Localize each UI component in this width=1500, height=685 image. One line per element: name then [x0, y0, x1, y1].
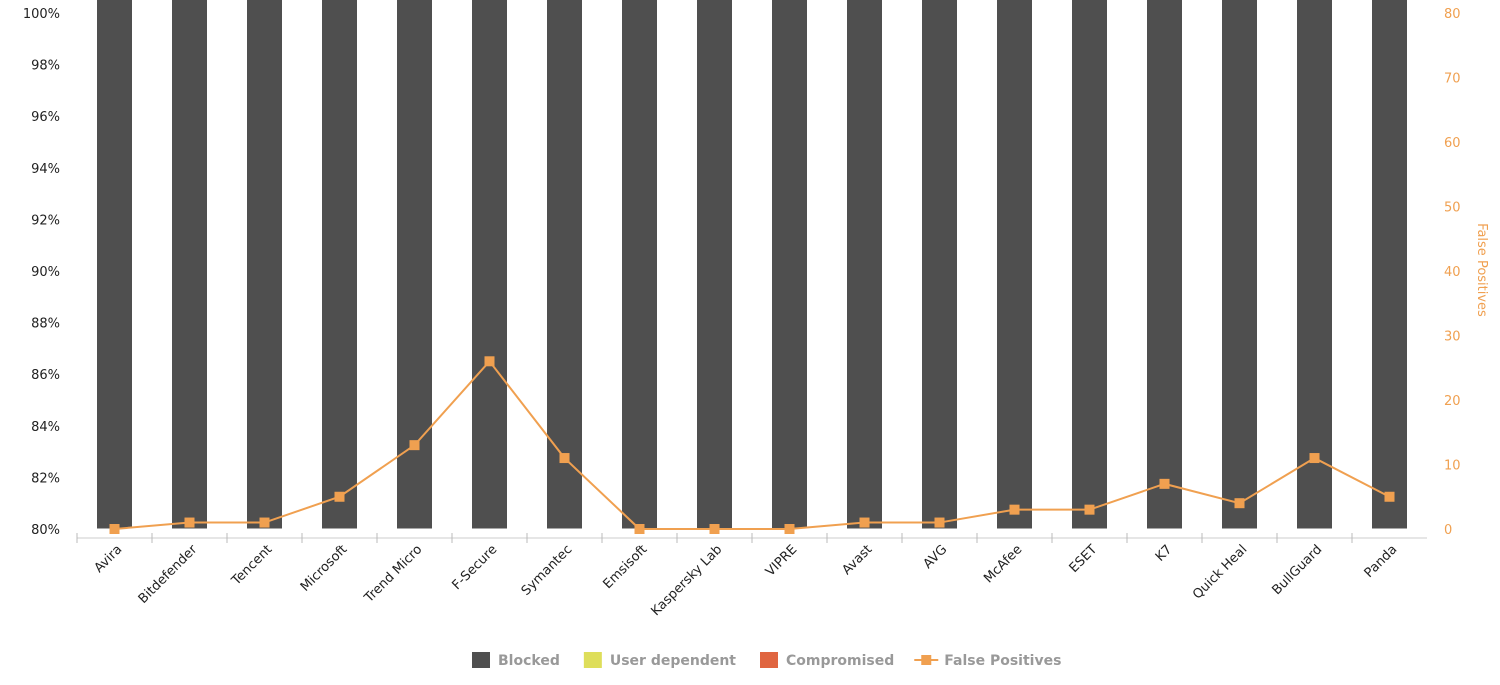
y-right-tick: 0 — [1444, 523, 1452, 538]
false-positive-point[interactable] — [334, 491, 345, 502]
x-tick-label: ESET — [1067, 542, 1101, 576]
bar-blocked[interactable] — [246, 0, 283, 530]
x-tick-label: McAfee — [981, 542, 1025, 586]
bar-blocked[interactable] — [696, 0, 733, 530]
false-positive-point[interactable] — [1009, 504, 1020, 515]
x-tick-label: K7 — [1153, 542, 1175, 564]
false-positive-point[interactable] — [859, 517, 870, 528]
x-tick-label: F-Secure — [450, 542, 501, 593]
false-positive-point[interactable] — [559, 453, 570, 464]
legend-item-user-dependent[interactable]: User dependent — [583, 652, 736, 669]
legend-item-compromised[interactable]: Compromised — [760, 652, 894, 669]
false-positive-point[interactable] — [184, 517, 195, 528]
x-tick-label: Microsoft — [298, 542, 350, 594]
false-positive-point[interactable] — [409, 440, 420, 451]
bar-blocked[interactable] — [996, 0, 1033, 530]
bar-blocked[interactable] — [96, 0, 133, 530]
x-tick-label: Emsisoft — [601, 542, 651, 592]
false-positive-point[interactable] — [109, 524, 120, 534]
y-left-tick: 92% — [31, 213, 60, 228]
x-tick-label: VIPRE — [763, 542, 800, 579]
bar-blocked[interactable] — [1146, 0, 1183, 530]
y-left-tick: 84% — [31, 420, 60, 435]
y-right-tick: 80 — [1444, 7, 1461, 22]
y-left-tick: 98% — [31, 59, 60, 74]
bar-blocked[interactable] — [621, 0, 658, 530]
bar-blocked[interactable] — [1071, 0, 1108, 530]
bar-blocked[interactable] — [846, 0, 883, 530]
bar-blocked[interactable] — [1296, 0, 1333, 530]
svg-text:Blocked: Blocked — [498, 653, 560, 669]
bar-blocked[interactable] — [471, 0, 508, 530]
x-tick-label: Bitdefender — [136, 542, 201, 607]
legend-item-blocked[interactable]: Blocked — [472, 652, 560, 669]
y-right-tick: 70 — [1444, 72, 1461, 87]
bar-blocked[interactable] — [321, 0, 358, 530]
x-tick-label: AVG — [921, 542, 951, 572]
legend-item-false-positives[interactable]: False Positives — [914, 653, 1061, 669]
y-left-tick: 88% — [31, 317, 60, 332]
bar-blocked[interactable] — [771, 0, 808, 530]
y-right-tick: 30 — [1444, 330, 1461, 345]
false-positive-point[interactable] — [1159, 478, 1170, 489]
x-tick-label: Avira — [92, 542, 126, 576]
bar-blocked[interactable] — [1371, 0, 1408, 530]
y-left-tick: 80% — [31, 523, 60, 538]
bar-blocked[interactable] — [171, 0, 208, 530]
false-positive-point[interactable] — [1084, 504, 1095, 515]
false-positive-point[interactable] — [784, 524, 795, 534]
bar-blocked[interactable] — [1221, 0, 1258, 530]
false-positive-point[interactable] — [1309, 453, 1320, 464]
x-tick-label: Quick Heal — [1190, 542, 1250, 602]
y-left-tick: 100% — [23, 7, 60, 22]
y-left-tick: 94% — [31, 162, 60, 177]
y-right-tick: 20 — [1444, 394, 1461, 409]
false-positive-point[interactable] — [709, 524, 720, 534]
x-tick-label: Trend Micro — [361, 542, 425, 606]
bar-blocked[interactable] — [546, 0, 583, 530]
x-tick-label: Tencent — [228, 542, 275, 589]
svg-text:False Positives: False Positives — [944, 653, 1061, 669]
y-right-tick: 40 — [1444, 265, 1461, 280]
svg-text:User dependent: User dependent — [610, 653, 736, 669]
y-right-tick: 60 — [1444, 136, 1461, 151]
x-tick-label: Symantec — [519, 542, 576, 599]
x-tick-label: Panda — [1362, 542, 1401, 581]
false-positive-point[interactable] — [1384, 491, 1395, 502]
y-left-tick: 86% — [31, 368, 60, 383]
false-positive-point[interactable] — [259, 517, 270, 528]
svg-text:Compromised: Compromised — [786, 653, 894, 669]
y-right-tick: 50 — [1444, 201, 1461, 216]
y-right-tick: 10 — [1444, 459, 1461, 474]
false-positive-point[interactable] — [634, 524, 645, 534]
false-positive-point[interactable] — [1234, 498, 1245, 509]
y-right-label: False Positives — [1474, 223, 1489, 317]
false-positive-point[interactable] — [484, 356, 495, 367]
y-left-tick: 82% — [31, 471, 60, 486]
y-left-tick: 96% — [31, 110, 60, 125]
bar-blocked[interactable] — [921, 0, 958, 530]
false-positives-line — [114, 359, 1390, 530]
x-tick-label: BullGuard — [1269, 542, 1325, 598]
false-positive-point[interactable] — [934, 517, 945, 528]
x-tick-label: Kaspersky Lab — [648, 542, 725, 619]
x-tick-label: Avast — [839, 542, 875, 578]
y-left-tick: 90% — [31, 265, 60, 280]
